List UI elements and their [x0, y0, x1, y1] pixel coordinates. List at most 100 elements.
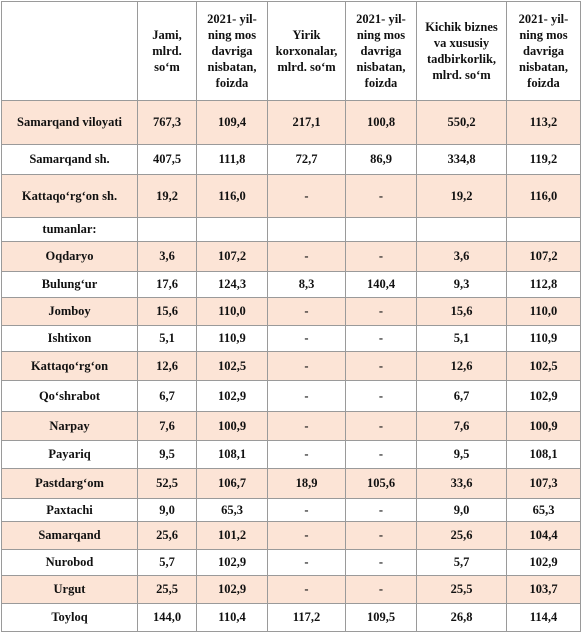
value-cell: 114,4 [506, 603, 581, 632]
value-cell: - [267, 411, 346, 441]
value-cell: - [345, 241, 417, 272]
empty-cell [345, 217, 417, 242]
row-label: Paxtachi [1, 498, 138, 522]
value-cell: 119,2 [506, 144, 581, 175]
value-cell: 107,2 [506, 241, 581, 272]
row-label: Kattaqo‘rg‘on [1, 351, 138, 381]
value-cell: 9,5 [416, 440, 507, 469]
header-cell: 2021- yil-ning mos davriga nisbatan, foi… [196, 1, 268, 101]
value-cell: 104,4 [506, 521, 581, 550]
value-cell: 103,7 [506, 575, 581, 604]
value-cell: 108,1 [196, 440, 268, 469]
table-row: Samarqand viloyati 767,3 109,4 217,1 100,8 55… [1, 100, 581, 145]
value-cell: 116,0 [506, 174, 581, 218]
value-cell: 9,3 [416, 271, 507, 298]
value-cell: 6,7 [137, 380, 197, 412]
table-row: Qo‘shrabot 6,7 102,9- -6,7 102,9 [1, 380, 581, 412]
value-cell: - [267, 440, 346, 469]
table-row: Jomboy 15,6 110,0- -15,6 110,0 [1, 297, 581, 326]
value-cell: 12,6 [416, 351, 507, 381]
value-cell: 108,1 [506, 440, 581, 469]
value-cell: 15,6 [137, 297, 197, 326]
empty-cell [416, 217, 507, 242]
value-cell: 9,0 [137, 498, 197, 522]
value-cell: - [345, 521, 417, 550]
table-row: Pastdarg‘om 52,5 106,7 18,9 105,6 33,6 107,3 [1, 468, 581, 499]
corner-cell [1, 1, 138, 101]
value-cell: 112,8 [506, 271, 581, 298]
table-row: Kattaqo‘rg‘on 12,6 102,5- -12,6 102,5 [1, 351, 581, 381]
table-row: Samarqand 25,6 101,2- -25,6 104,4 [1, 521, 581, 550]
value-cell: - [267, 575, 346, 604]
row-label: Bulung‘ur [1, 271, 138, 298]
value-cell: 6,7 [416, 380, 507, 412]
value-cell: 102,5 [506, 351, 581, 381]
value-cell: 102,5 [196, 351, 268, 381]
value-cell: 110,9 [196, 325, 268, 352]
value-cell: 25,5 [137, 575, 197, 604]
value-cell: - [345, 325, 417, 352]
row-label: Pastdarg‘om [1, 468, 138, 499]
value-cell: 407,5 [137, 144, 197, 175]
value-cell: 110,4 [196, 603, 268, 632]
table-row: Ishtixon 5,1 110,9- -5,1 110,9 [1, 325, 581, 352]
value-cell: - [345, 549, 417, 576]
value-cell: - [267, 498, 346, 522]
value-cell: 5,7 [416, 549, 507, 576]
row-label: Qo‘shrabot [1, 380, 138, 412]
value-cell: 9,5 [137, 440, 197, 469]
value-cell: 107,3 [506, 468, 581, 499]
value-cell: - [345, 174, 417, 218]
value-cell: 100,8 [345, 100, 417, 145]
value-cell: 3,6 [137, 241, 197, 272]
table-row: Urgut 25,5 102,9- -25,5 103,7 [1, 575, 581, 604]
row-label: Nurobod [1, 549, 138, 576]
value-cell: - [345, 498, 417, 522]
table-row: Bulung‘ur 17,6 124,3 8,3 140,4 9,3 112,8 [1, 271, 581, 298]
value-cell: - [345, 575, 417, 604]
value-cell: 5,1 [416, 325, 507, 352]
value-cell: 7,6 [416, 411, 507, 441]
table-row: Kattaqo‘rg‘on sh. 19,2 116,0- -19,2 116,0 [1, 174, 581, 218]
value-cell: 109,5 [345, 603, 417, 632]
value-cell: 86,9 [345, 144, 417, 175]
value-cell: 110,0 [196, 297, 268, 326]
value-cell: - [267, 549, 346, 576]
table-row: Narpay 7,6 100,9- -7,6 100,9 [1, 411, 581, 441]
empty-cell [137, 217, 197, 242]
value-cell: 124,3 [196, 271, 268, 298]
value-cell: - [345, 440, 417, 469]
value-cell: 25,6 [416, 521, 507, 550]
value-cell: 72,7 [267, 144, 346, 175]
table-body: Samarqand viloyati 767,3 109,4 217,1 100,8 55… [1, 100, 581, 632]
empty-cell [506, 217, 581, 242]
table-row: Toyloq 144,0 110,4 117,2 109,5 26,8 114,4 [1, 603, 581, 632]
table-row: Samarqand sh. 407,5 111,8 72,7 86,9 334,8 119,… [1, 144, 581, 175]
value-cell: 18,9 [267, 468, 346, 499]
row-label: Samarqand [1, 521, 138, 550]
row-label: Samarqand viloyati [1, 100, 138, 145]
table-row: tumanlar: [1, 217, 581, 242]
value-cell: 9,0 [416, 498, 507, 522]
table-row: Payariq 9,5 108,1- -9,5 108,1 [1, 440, 581, 469]
value-cell: 19,2 [416, 174, 507, 218]
header-cell: Yirik korxonalar, mlrd. so‘m [267, 1, 346, 101]
header-cell: Jami, mlrd. so‘m [137, 1, 197, 101]
value-cell: 107,2 [196, 241, 268, 272]
value-cell: 52,5 [137, 468, 197, 499]
value-cell: 217,1 [267, 100, 346, 145]
empty-cell [196, 217, 268, 242]
value-cell: 100,9 [196, 411, 268, 441]
value-cell: - [345, 380, 417, 412]
row-label: Oqdaryo [1, 241, 138, 272]
value-cell: 111,8 [196, 144, 268, 175]
value-cell: 65,3 [506, 498, 581, 522]
value-cell: 101,2 [196, 521, 268, 550]
value-cell: 8,3 [267, 271, 346, 298]
value-cell: - [267, 325, 346, 352]
value-cell: 105,6 [345, 468, 417, 499]
value-cell: - [267, 297, 346, 326]
value-cell: 144,0 [137, 603, 197, 632]
